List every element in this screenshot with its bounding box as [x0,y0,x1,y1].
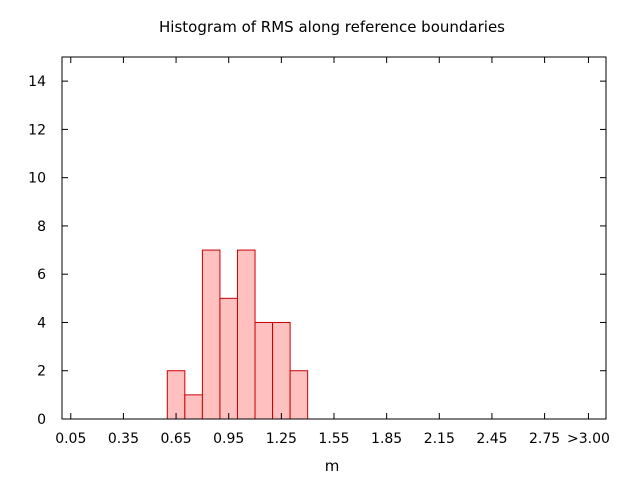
histogram-bar [184,394,203,420]
y-tick-label: 12 [28,122,46,138]
histogram-bar [236,249,256,420]
y-tick-label: 4 [37,315,46,331]
x-tick-label: 0.65 [160,431,191,447]
histogram-bar [289,370,309,420]
y-tick-label: 6 [37,267,46,283]
x-tick-labels: 0.05 0.35 0.65 0.95 1.25 1.55 1.85 2.15 2.45 2.75… [55,431,610,447]
y-tick-labels: 0 2 4 6 8 10 12 14 [28,74,46,428]
y-tick-label: 10 [28,171,46,187]
y-tick-label: 0 [37,412,46,428]
histogram-bar [166,370,186,420]
x-tick-label: 0.05 [55,431,86,447]
x-tick-label: >3.00 [567,431,610,447]
x-tick-label: 1.25 [266,431,297,447]
histogram-bar [272,321,291,420]
x-tick-label: 2.75 [529,431,560,447]
x-tick-label: 1.55 [318,431,349,447]
x-tick-label: 2.45 [476,431,507,447]
y-tick-label: 14 [28,74,46,90]
histogram-bar [201,249,221,420]
chart-title: Histogram of RMS along reference boundar… [159,18,505,36]
bars-group [166,249,309,420]
plot-frame [61,56,607,420]
x-tick-label: 0.35 [108,431,139,447]
histogram-bar [254,321,274,420]
x-axis-label: m [325,457,340,475]
x-tick-label: 1.85 [371,431,402,447]
x-tick-label: 2.15 [424,431,455,447]
x-tick-label: 0.95 [213,431,244,447]
y-tick-label: 2 [37,364,46,380]
ticks-group [62,57,606,420]
y-tick-label: 8 [37,219,46,235]
histogram-bar [219,297,238,420]
